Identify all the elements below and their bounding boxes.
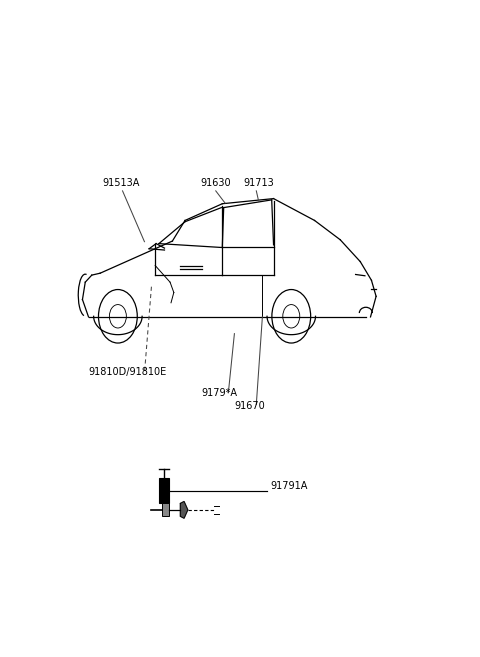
Text: 91630: 91630 <box>200 178 231 189</box>
Bar <box>162 503 169 516</box>
Text: 91670: 91670 <box>234 401 265 411</box>
Text: 91791A: 91791A <box>270 481 308 491</box>
Text: 91713: 91713 <box>244 178 275 189</box>
Text: 91513A: 91513A <box>103 178 140 189</box>
FancyBboxPatch shape <box>159 478 169 503</box>
Text: 9179*A: 9179*A <box>202 388 238 398</box>
Text: 91810D/91810E: 91810D/91810E <box>88 367 167 377</box>
Polygon shape <box>180 501 188 518</box>
